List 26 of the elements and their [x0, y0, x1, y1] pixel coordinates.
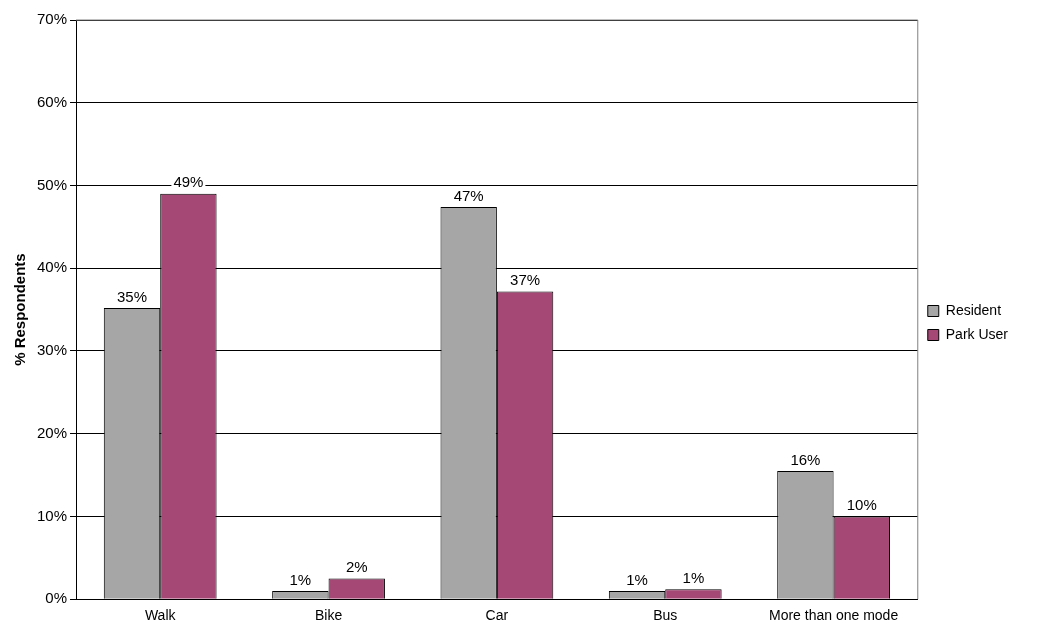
y-tick-label: 0% [45, 589, 68, 607]
legend-label: Resident [945, 301, 1002, 318]
y-tick-label: 70% [36, 10, 68, 28]
data-label: 10% [846, 496, 877, 514]
data-label: 1% [682, 568, 705, 586]
data-label: 49% [173, 173, 204, 191]
data-label: 1% [626, 570, 648, 588]
x-tick-label: Bus [653, 607, 678, 624]
x-tick-label: Car [485, 607, 509, 624]
x-tick-label: Walk [144, 607, 177, 624]
data-label: 1% [289, 570, 312, 588]
x-tick-label: Bike [314, 607, 343, 624]
data-label: 37% [510, 271, 541, 289]
y-tick-label: 30% [36, 341, 68, 359]
y-tick-label: 50% [36, 175, 68, 193]
data-label: 16% [790, 450, 821, 468]
data-label: 35% [116, 287, 148, 305]
y-tick-label: 10% [36, 506, 68, 524]
y-axis-title: % Respondents [11, 253, 29, 366]
y-tick-label: 20% [36, 423, 68, 441]
data-label: 47% [453, 186, 484, 204]
data-label: 2% [345, 558, 368, 576]
x-tick-label: More than one mode [768, 607, 899, 624]
legend-label: Park User [945, 325, 1009, 342]
y-tick-label: 60% [36, 92, 68, 110]
y-tick-label: 40% [36, 258, 68, 276]
